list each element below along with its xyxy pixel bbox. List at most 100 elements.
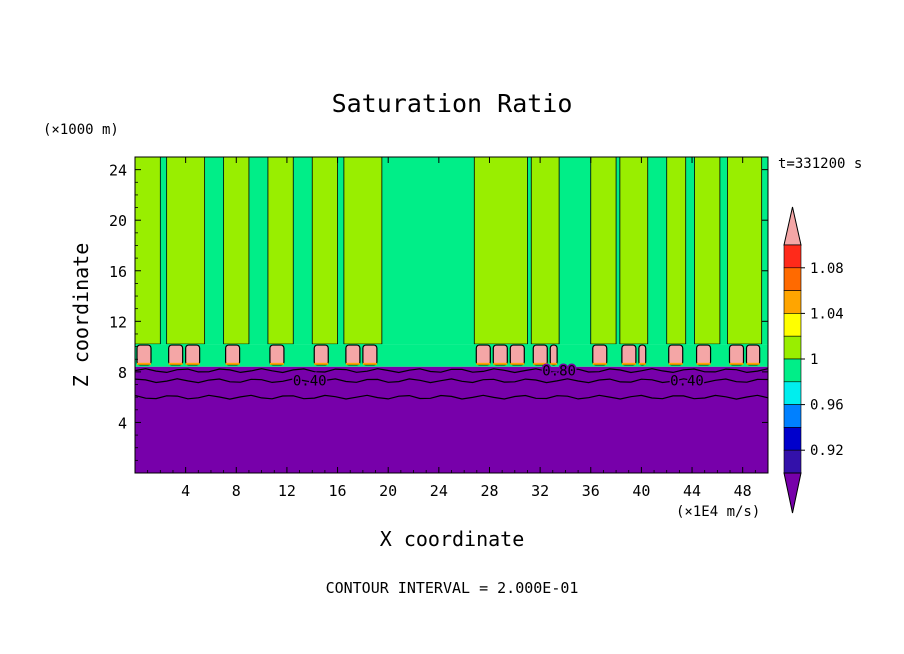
y-tick-label: 24: [109, 162, 127, 180]
y-units-label: (×1000 m): [43, 122, 119, 138]
moist-cell-edge: [269, 362, 284, 365]
moist-cell: [621, 344, 637, 366]
moist-cell: [745, 344, 761, 366]
colorbar-segment: [783, 313, 802, 337]
moist-cell: [475, 344, 491, 366]
colorbar-segment: [783, 244, 802, 269]
x-tick-label: 44: [683, 482, 701, 500]
colorbar-segment: [783, 404, 802, 428]
moist-cell-edge: [533, 362, 548, 365]
moist-cell: [168, 344, 184, 366]
supersaturated-column: [166, 156, 206, 345]
moist-cell-edge: [510, 362, 525, 365]
supersaturated-column: [694, 156, 721, 345]
colorbar-segment: [783, 358, 802, 383]
moist-cell: [313, 344, 329, 366]
moist-cell: [695, 344, 712, 366]
x-tick-label: 20: [379, 482, 397, 500]
moist-cell: [269, 344, 285, 366]
moist-cell: [345, 344, 361, 366]
moist-cell: [136, 344, 152, 366]
y-tick-label: 16: [109, 263, 127, 281]
x-tick-label: 24: [430, 482, 448, 500]
moist-cell: [185, 344, 201, 366]
colorbar-segment: [783, 381, 802, 405]
plot-area: 0.400.800.404 8 12 16 20 24 28 32 36 40 44 48481216…: [109, 156, 769, 500]
moist-cell: [728, 344, 745, 366]
y-axis-label: Z coordinate: [69, 243, 93, 388]
moist-cell-edge: [550, 362, 558, 365]
moist-cell-edge: [345, 362, 360, 365]
colorbar-label: 0.96: [810, 398, 844, 414]
dry-layer: [135, 366, 768, 473]
moist-cell: [638, 344, 647, 366]
moist-cell: [362, 344, 378, 366]
moist-cell-edge: [185, 362, 200, 365]
supersaturated-column: [590, 156, 617, 345]
supersaturated-column: [311, 156, 338, 345]
colorbar-segment: [783, 449, 802, 474]
supersaturated-column: [530, 156, 560, 345]
supersaturated-column: [134, 156, 161, 345]
moist-cell-edge: [314, 362, 329, 365]
moist-cell: [549, 344, 558, 366]
contour-interval-footer: CONTOUR INTERVAL = 2.000E-01: [326, 579, 579, 597]
supersaturated-column: [727, 156, 763, 345]
x-tick-label: 8: [232, 482, 241, 500]
x-tick-label: 36: [582, 482, 600, 500]
x-tick-label: 16: [329, 482, 347, 500]
moist-band-background: [135, 344, 768, 367]
moist-cell-edge: [729, 362, 744, 365]
moist-cell: [592, 344, 608, 366]
colorbar-label: 1: [810, 352, 818, 368]
y-tick-label: 12: [109, 313, 127, 331]
time-label: t=331200 s: [778, 156, 862, 172]
moist-cell-edge: [668, 362, 683, 365]
colorbar-bottom-arrow: [783, 472, 802, 514]
contour-label: 0.80: [542, 364, 576, 380]
moist-cell-edge: [225, 362, 240, 365]
contour-label: 0.40: [670, 374, 704, 390]
moist-cell-edge: [696, 362, 711, 365]
supersaturated-column: [619, 156, 649, 345]
x-units-label: (×1E4 m/s): [676, 504, 760, 520]
moist-cell-edge: [137, 362, 151, 365]
moist-cell: [668, 344, 684, 366]
contour-line: [134, 378, 769, 384]
moist-cell: [225, 344, 241, 366]
moist-cell-edge: [362, 362, 377, 365]
y-tick-label: 8: [118, 364, 127, 382]
moist-cell-edge: [476, 362, 491, 365]
colorbar: 1.08 1.04 1 0.96 0.92: [783, 206, 844, 514]
supersaturated-column: [473, 156, 528, 345]
colorbar-segment: [783, 335, 802, 360]
moist-cell-edge: [638, 362, 646, 365]
contour-label: 0.40: [293, 374, 327, 390]
colorbar-segment: [783, 290, 802, 314]
x-tick-label: 12: [278, 482, 296, 500]
colorbar-label: 1.04: [810, 306, 844, 322]
x-tick-label: 48: [734, 482, 752, 500]
x-tick-label: 32: [531, 482, 549, 500]
moist-cell-edge: [493, 362, 508, 365]
x-tick-label: 4: [181, 482, 190, 500]
colorbar-top-arrow: [783, 206, 802, 246]
chart-title: Saturation Ratio: [332, 89, 573, 118]
colorbar-segment: [783, 427, 802, 451]
moist-cell-edge: [621, 362, 636, 365]
supersaturated-column: [666, 156, 687, 345]
x-axis-label: X coordinate: [380, 527, 525, 551]
supersaturated-column: [223, 156, 250, 345]
x-tick-label: 28: [480, 482, 498, 500]
colorbar-label: 0.92: [810, 443, 844, 459]
moist-cell-edge: [592, 362, 607, 365]
supersaturated-column: [343, 156, 383, 345]
moist-cell: [532, 344, 548, 366]
y-tick-label: 20: [109, 212, 127, 230]
supersaturated-column: [267, 156, 294, 345]
contour-line: [134, 394, 769, 400]
moist-cell-edge: [746, 362, 760, 365]
moist-cell-edge: [168, 362, 183, 365]
colorbar-segment: [783, 267, 802, 291]
